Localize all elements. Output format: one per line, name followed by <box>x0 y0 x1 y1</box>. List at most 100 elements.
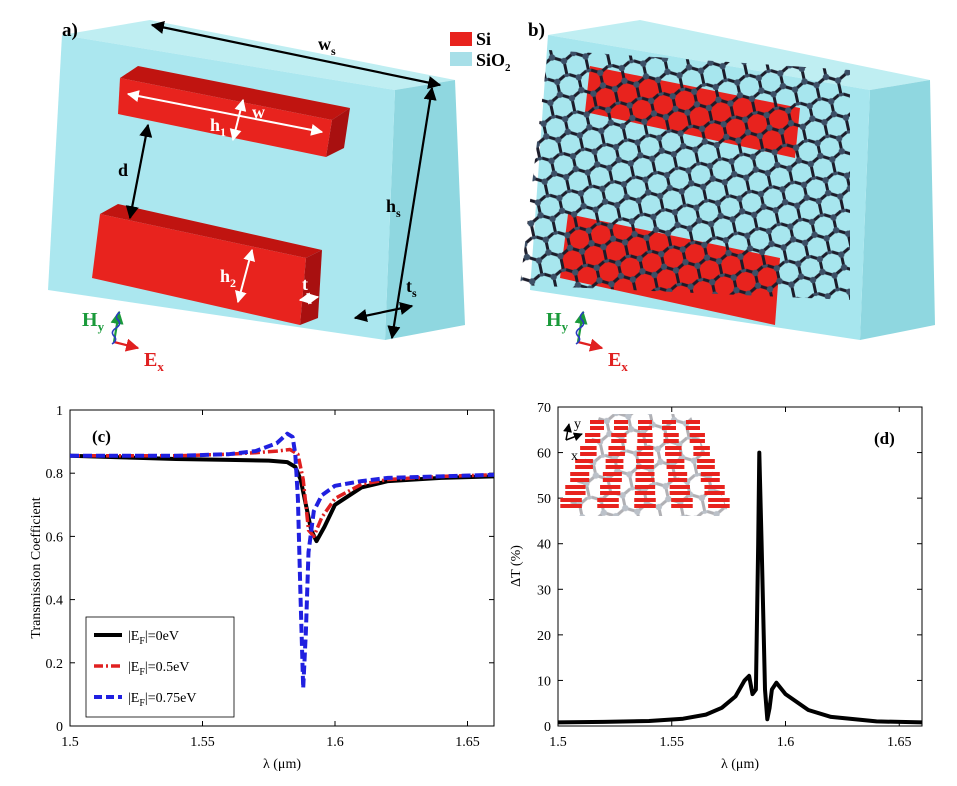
chart-c-x-tick-label: 1.5 <box>61 735 79 750</box>
inset-si-block <box>668 478 688 482</box>
t-label: t <box>302 274 308 294</box>
chart-d-y-tick-label: 10 <box>537 674 551 689</box>
inset-si-block <box>662 420 676 424</box>
inset-si-block <box>602 472 622 476</box>
inset-y-axis-arrow <box>563 423 572 441</box>
inset-si-block <box>693 452 710 456</box>
inset-si-block <box>580 452 597 456</box>
inset-si-block <box>669 491 690 495</box>
inset-array-image: y x <box>560 414 730 516</box>
y-axis-label-c: Transmission Coefficient <box>29 497 44 638</box>
inset-si-block <box>697 465 715 469</box>
inset-si-block <box>590 426 604 430</box>
wave-icon-b <box>575 311 585 345</box>
inset-si-block <box>638 420 652 424</box>
chart-d-y-tick-label: 70 <box>537 401 551 416</box>
inset-si-block <box>704 485 725 489</box>
inset-si-block <box>669 485 690 489</box>
inset-si-block <box>700 478 720 482</box>
legend-label-si: Si <box>476 29 491 49</box>
inset-si-block <box>605 465 624 469</box>
h-field-label: Hy <box>82 309 105 334</box>
chart-c-y-tick-label: 1 <box>56 404 63 419</box>
y-axis-label-d: ΔT (%) <box>509 545 524 587</box>
inset-si-block <box>637 439 653 443</box>
inset-si-block <box>697 459 715 463</box>
chart-c-x-tick-label: 1.55 <box>190 735 215 750</box>
inset-si-block <box>704 491 725 495</box>
t-dimension-arrow <box>298 292 320 305</box>
inset-si-block <box>614 420 628 424</box>
inset-si-block <box>638 426 652 430</box>
legend-label-1: |EF|=0.5eV <box>128 660 189 678</box>
inset-si-block <box>608 446 625 450</box>
inset-si-block <box>700 472 720 476</box>
inset-si-block <box>635 478 655 482</box>
inset-x-label: x <box>571 449 578 464</box>
chart-c-series-line-0 <box>70 453 494 544</box>
chart-c-x-tick-label: 1.6 <box>326 735 344 750</box>
chart-d-series-line-0 <box>558 450 922 725</box>
inset-si-block <box>636 459 654 463</box>
inset-si-block <box>634 498 656 502</box>
inset-si-block <box>668 472 688 476</box>
hs-label: hs <box>386 196 401 220</box>
inset-si-block <box>611 433 627 437</box>
inset-si-block <box>689 433 705 437</box>
inset-si-block <box>590 420 604 424</box>
inset-si-block <box>560 498 582 502</box>
inset-si-block <box>585 433 601 437</box>
inset-si-block <box>671 498 693 502</box>
chart-d-y-tick-label: 0 <box>544 720 551 735</box>
inset-si-block <box>597 498 619 502</box>
hs-dimension-arrow <box>387 86 437 340</box>
inset-si-block <box>600 485 621 489</box>
inset-si-block <box>636 465 654 469</box>
chart-d-x-tick-label: 1.6 <box>777 735 795 750</box>
chart-c-y-tick-label: 0 <box>56 720 63 735</box>
inset-si-block <box>663 433 679 437</box>
inset-si-block <box>636 452 654 456</box>
h2-label: h2 <box>220 266 236 290</box>
inset-si-block <box>662 426 676 430</box>
inset-si-block <box>605 459 624 463</box>
ts-dimension-arrow <box>353 301 414 323</box>
d-dimension-arrow <box>125 123 153 220</box>
ts-label: ts <box>406 276 417 300</box>
h2-dimension-arrow <box>235 248 255 304</box>
ws-label: ws <box>318 34 336 58</box>
inset-si-block <box>570 478 590 482</box>
inset-si-block <box>635 472 655 476</box>
inset-si-block <box>608 452 625 456</box>
chart-d-x-tick-label: 1.65 <box>887 735 912 750</box>
si-bar-side-lower <box>300 250 322 325</box>
e-field-label-b: Ex <box>608 349 628 374</box>
chart-d-y-tick-label: 50 <box>537 492 551 507</box>
panel-b-label: b) <box>528 20 545 41</box>
inset-si-block <box>708 498 730 502</box>
inset-si-block <box>708 504 730 508</box>
panel-a-label: a) <box>62 20 78 41</box>
w-label: w <box>252 102 265 122</box>
si-bar-side-upper <box>326 108 350 157</box>
inset-si-block <box>686 420 700 424</box>
sio2-substrate-side-b <box>860 80 935 340</box>
panel-a-schematic: ws hs ts d w h1 h2 t Si SiO2 Hy Ex a) <box>48 20 511 374</box>
panel-c-label: (c) <box>92 427 111 446</box>
chart-c-series-line-2 <box>70 431 494 691</box>
inset-si-block <box>602 478 622 482</box>
inset-si-block <box>597 504 619 508</box>
w-dimension-arrow <box>126 90 324 136</box>
inset-si-block <box>570 472 590 476</box>
inset-si-block <box>585 439 601 443</box>
ws-dimension-arrow <box>150 20 442 90</box>
inset-si-block <box>611 439 627 443</box>
si-bar-top-lower <box>100 204 322 258</box>
inset-x-axis-arrow <box>565 432 583 442</box>
inset-si-block <box>686 426 700 430</box>
d-label: d <box>118 160 128 180</box>
chart-d-x-tick-label: 1.55 <box>660 735 685 750</box>
chart-c-y-tick-label: 0.8 <box>46 467 64 482</box>
wave-icon <box>111 311 121 345</box>
chart-c-y-tick-label: 0.6 <box>46 530 64 545</box>
